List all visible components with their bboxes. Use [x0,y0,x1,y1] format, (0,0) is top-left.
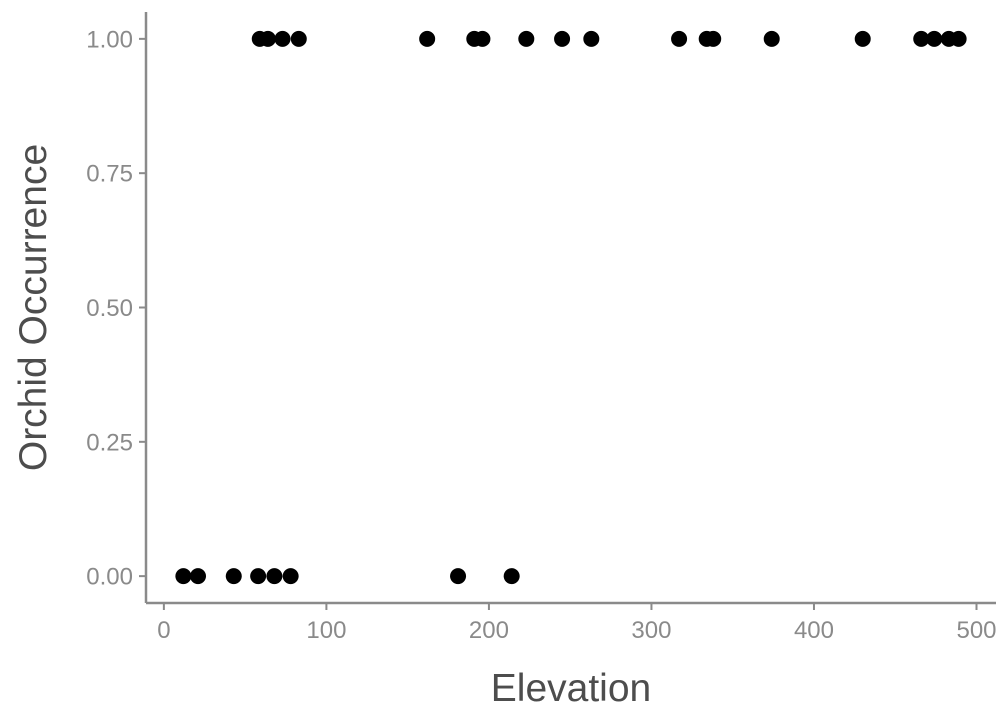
y-tick-label: 0.75 [86,161,133,188]
data-point [554,30,571,47]
data-point [926,30,943,47]
y-axis-ticks: 0.00 0.25 0.50 0.75 1.00 [86,26,146,591]
data-point [274,30,291,47]
y-tick-label: 0.00 [86,564,133,591]
x-tick-label: 300 [631,617,671,644]
data-point [282,568,299,585]
data-point [503,568,520,585]
data-point [450,568,467,585]
x-tick-label: 100 [306,617,346,644]
data-point [266,568,283,585]
x-tick-label: 500 [956,617,996,644]
data-point [190,568,207,585]
data-point [763,30,780,47]
data-point [950,30,967,47]
x-axis-title: Elevation [491,667,651,710]
data-point [854,30,871,47]
data-point [705,30,722,47]
y-axis-title: Orchid Occurrence [12,144,55,471]
y-tick-label: 0.25 [86,429,133,456]
data-point [671,30,688,47]
x-axis-ticks: 0 100 200 300 400 500 [157,603,997,644]
data-point [175,568,192,585]
data-point [913,30,930,47]
x-tick-label: 400 [794,617,834,644]
data-point [225,568,242,585]
x-tick-label: 200 [469,617,509,644]
y-tick-label: 0.50 [86,295,133,322]
data-point [290,30,307,47]
data-point [583,30,600,47]
y-tick-label: 1.00 [86,26,133,53]
x-tick-label: 0 [157,617,170,644]
data-point [250,568,267,585]
data-point [518,30,535,47]
data-point [474,30,491,47]
data-point [259,30,276,47]
data-point [419,30,436,47]
data-points [175,30,967,585]
